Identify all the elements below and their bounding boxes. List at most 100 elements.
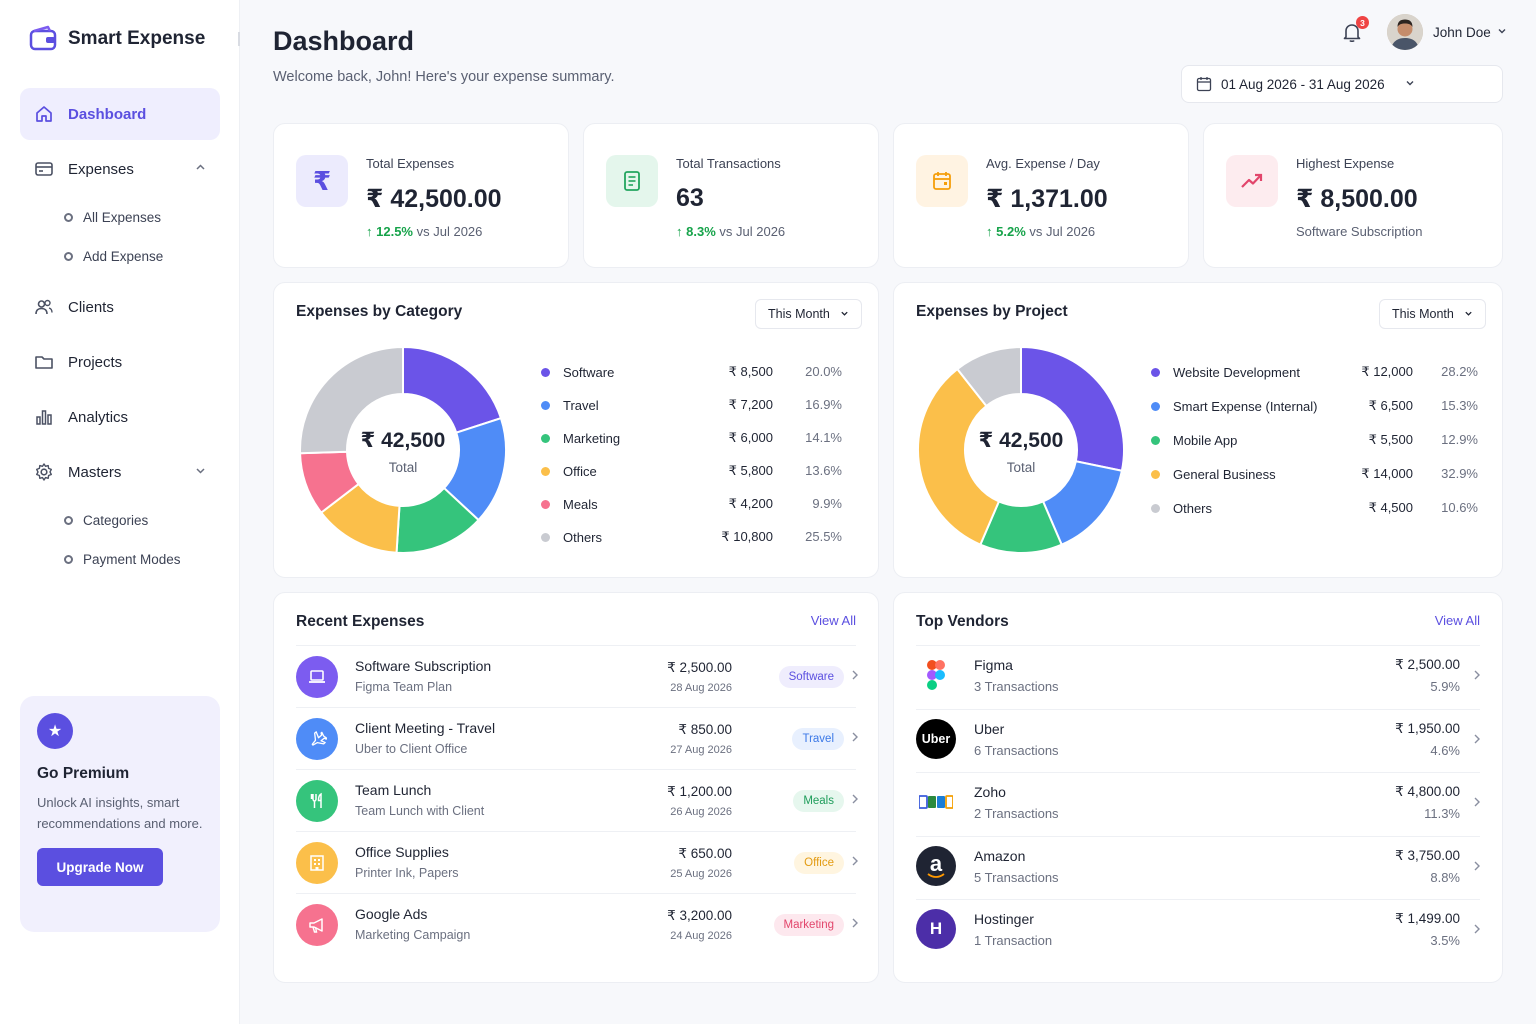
expense-title: Google Ads xyxy=(355,906,428,922)
donut-slice-others[interactable] xyxy=(955,345,1022,408)
bell-icon[interactable] xyxy=(1340,20,1364,44)
legend-dot xyxy=(541,466,550,476)
panel-title: Top Vendors xyxy=(916,613,1009,630)
legend-item[interactable]: Travel xyxy=(541,395,599,415)
avatar[interactable] xyxy=(1387,14,1423,50)
donut-center-value: ₹ 42,500 xyxy=(978,429,1064,452)
view-all-link[interactable]: View All xyxy=(1434,613,1480,628)
vendor-name: Hostinger xyxy=(974,911,1034,927)
user-name[interactable]: John Doe xyxy=(1433,25,1491,40)
chevron-right-icon xyxy=(1472,796,1482,811)
chevron-down-icon[interactable] xyxy=(1497,26,1507,39)
sidebar-item-label: Dashboard xyxy=(68,105,147,123)
panel-title: Expenses by Category xyxy=(296,303,463,320)
legend-dot xyxy=(541,400,550,410)
trending-up-icon xyxy=(1226,155,1278,207)
sidebar-subitem-all-expenses[interactable]: All Expenses xyxy=(20,198,220,237)
expense-row[interactable]: Google Ads Marketing Campaign ₹ 3,200.00 24… xyxy=(296,893,860,955)
building-icon xyxy=(296,842,338,884)
sidebar-subitem-add-expense[interactable]: Add Expense xyxy=(20,237,220,276)
app-name: Smart Expense xyxy=(68,28,206,49)
stat-change-value: 5.2% xyxy=(996,224,1026,239)
legend-item[interactable]: Smart Expense (Internal) xyxy=(1151,396,1318,416)
legend-item[interactable]: Software xyxy=(541,362,614,382)
legend-percent: 12.9% xyxy=(1441,432,1478,447)
donut-slice-others[interactable] xyxy=(299,345,404,455)
vendor-percent: 3.5% xyxy=(1430,933,1460,948)
hostinger-logo: H xyxy=(916,909,956,949)
brand[interactable]: Smart Expense xyxy=(28,24,205,54)
sidebar-subitem-payment-modes[interactable]: Payment Modes xyxy=(20,540,220,579)
chevron-down-icon xyxy=(1405,78,1415,91)
legend-item[interactable]: Others xyxy=(1151,498,1212,518)
stat-change: ↑ 8.3% vs Jul 2026 xyxy=(676,224,785,239)
bullet-icon xyxy=(64,252,73,261)
home-icon xyxy=(34,104,54,124)
legend-item[interactable]: General Business xyxy=(1151,464,1276,484)
legend-item[interactable]: Meals xyxy=(541,494,598,514)
expense-row[interactable]: Software Subscription Figma Team Plan ₹ 2,… xyxy=(296,645,860,707)
stat-note: Software Subscription xyxy=(1296,224,1423,239)
chevron-right-icon xyxy=(850,669,860,684)
chevron-right-icon xyxy=(850,855,860,870)
collapse-handle[interactable] xyxy=(238,32,240,46)
vendor-row[interactable]: H Hostinger 1 Transaction ₹ 1,499.00 3.5% xyxy=(916,899,1482,962)
arrow-up-icon: ↑ xyxy=(986,224,997,239)
donut-slice-website-development[interactable] xyxy=(1020,345,1125,472)
expense-date: 28 Aug 2026 xyxy=(670,682,732,694)
sidebar-item-label: Masters xyxy=(68,463,122,481)
donut-slice-software[interactable] xyxy=(402,345,503,434)
expense-row[interactable]: Client Meeting - Travel Uber to Client Of… xyxy=(296,707,860,769)
legend-percent: 15.3% xyxy=(1441,398,1478,413)
zoho-logo xyxy=(916,782,956,822)
expense-row[interactable]: Team Lunch Team Lunch with Client ₹ 1,200.… xyxy=(296,769,860,831)
view-all-link[interactable]: View All xyxy=(810,613,856,628)
receipt-icon xyxy=(606,155,658,207)
date-range-picker[interactable]: 01 Aug 2026 - 31 Aug 2026 xyxy=(1181,65,1503,103)
sidebar-item-label: Clients xyxy=(68,298,114,316)
sidebar-item-analytics[interactable]: Analytics xyxy=(20,391,220,443)
period-select[interactable]: This Month xyxy=(755,299,862,329)
legend-percent: 20.0% xyxy=(805,364,842,379)
sidebar-item-dashboard[interactable]: Dashboard xyxy=(20,88,220,140)
legend-percent: 14.1% xyxy=(805,430,842,445)
period-select[interactable]: This Month xyxy=(1379,299,1486,329)
logo-text: a xyxy=(929,850,943,876)
upgrade-button[interactable]: Upgrade Now xyxy=(37,848,163,886)
date-range-text: 01 Aug 2026 - 31 Aug 2026 xyxy=(1221,76,1385,92)
legend-item[interactable]: Marketing xyxy=(541,428,620,448)
legend-dot xyxy=(1151,401,1160,411)
vendor-row[interactable]: Zoho 2 Transactions ₹ 4,800.00 11.3% xyxy=(916,772,1482,835)
vendor-transactions: 5 Transactions xyxy=(974,869,1059,885)
expense-subtitle: Team Lunch with Client xyxy=(355,804,485,818)
legend-item[interactable]: Mobile App xyxy=(1151,430,1237,450)
vendor-amount: ₹ 4,800.00 xyxy=(1395,784,1460,799)
vendor-row[interactable]: a Amazon 5 Transactions ₹ 3,750.00 8.8% xyxy=(916,836,1482,899)
legend-dot xyxy=(1151,469,1160,479)
legend-percent: 32.9% xyxy=(1441,466,1478,481)
sidebar-subitem-categories[interactable]: Categories xyxy=(20,501,220,540)
sidebar-item-masters[interactable]: Masters xyxy=(20,446,220,498)
logo-text: Uber xyxy=(921,731,951,746)
vendor-row[interactable]: Uber Uber 6 Transactions ₹ 1,950.00 4.6% xyxy=(916,709,1482,772)
top-vendors-panel: Top Vendors View All Figma 3 Transactions… xyxy=(893,592,1503,983)
megaphone-icon xyxy=(296,904,338,946)
legend-label: Smart Expense (Internal) xyxy=(1173,398,1318,414)
card-icon xyxy=(34,159,54,179)
legend-item[interactable]: Others xyxy=(541,527,602,547)
legend-item[interactable]: Website Development xyxy=(1151,362,1300,382)
legend-label: Marketing xyxy=(563,430,621,446)
expense-row[interactable]: Office Supplies Printer Ink, Papers ₹ 650.… xyxy=(296,831,860,893)
divider xyxy=(916,772,1480,773)
figma-logo xyxy=(916,655,956,695)
legend-item[interactable]: Office xyxy=(541,461,597,481)
sidebar-item-expenses[interactable]: Expenses xyxy=(20,143,220,195)
stat-card-total-expenses: ₹ Total Expenses ₹ 42,500.00 ↑ 12.5% vs … xyxy=(273,123,569,268)
donut-slice-general-business[interactable] xyxy=(917,367,1001,546)
sidebar-item-clients[interactable]: Clients xyxy=(20,281,220,333)
bullet-icon xyxy=(64,516,73,525)
vendor-row[interactable]: Figma 3 Transactions ₹ 2,500.00 5.9% xyxy=(916,645,1482,708)
vendor-amount: ₹ 2,500.00 xyxy=(1395,657,1460,672)
sidebar-item-projects[interactable]: Projects xyxy=(20,336,220,388)
legend-amount: ₹ 12,000 xyxy=(1361,364,1413,379)
